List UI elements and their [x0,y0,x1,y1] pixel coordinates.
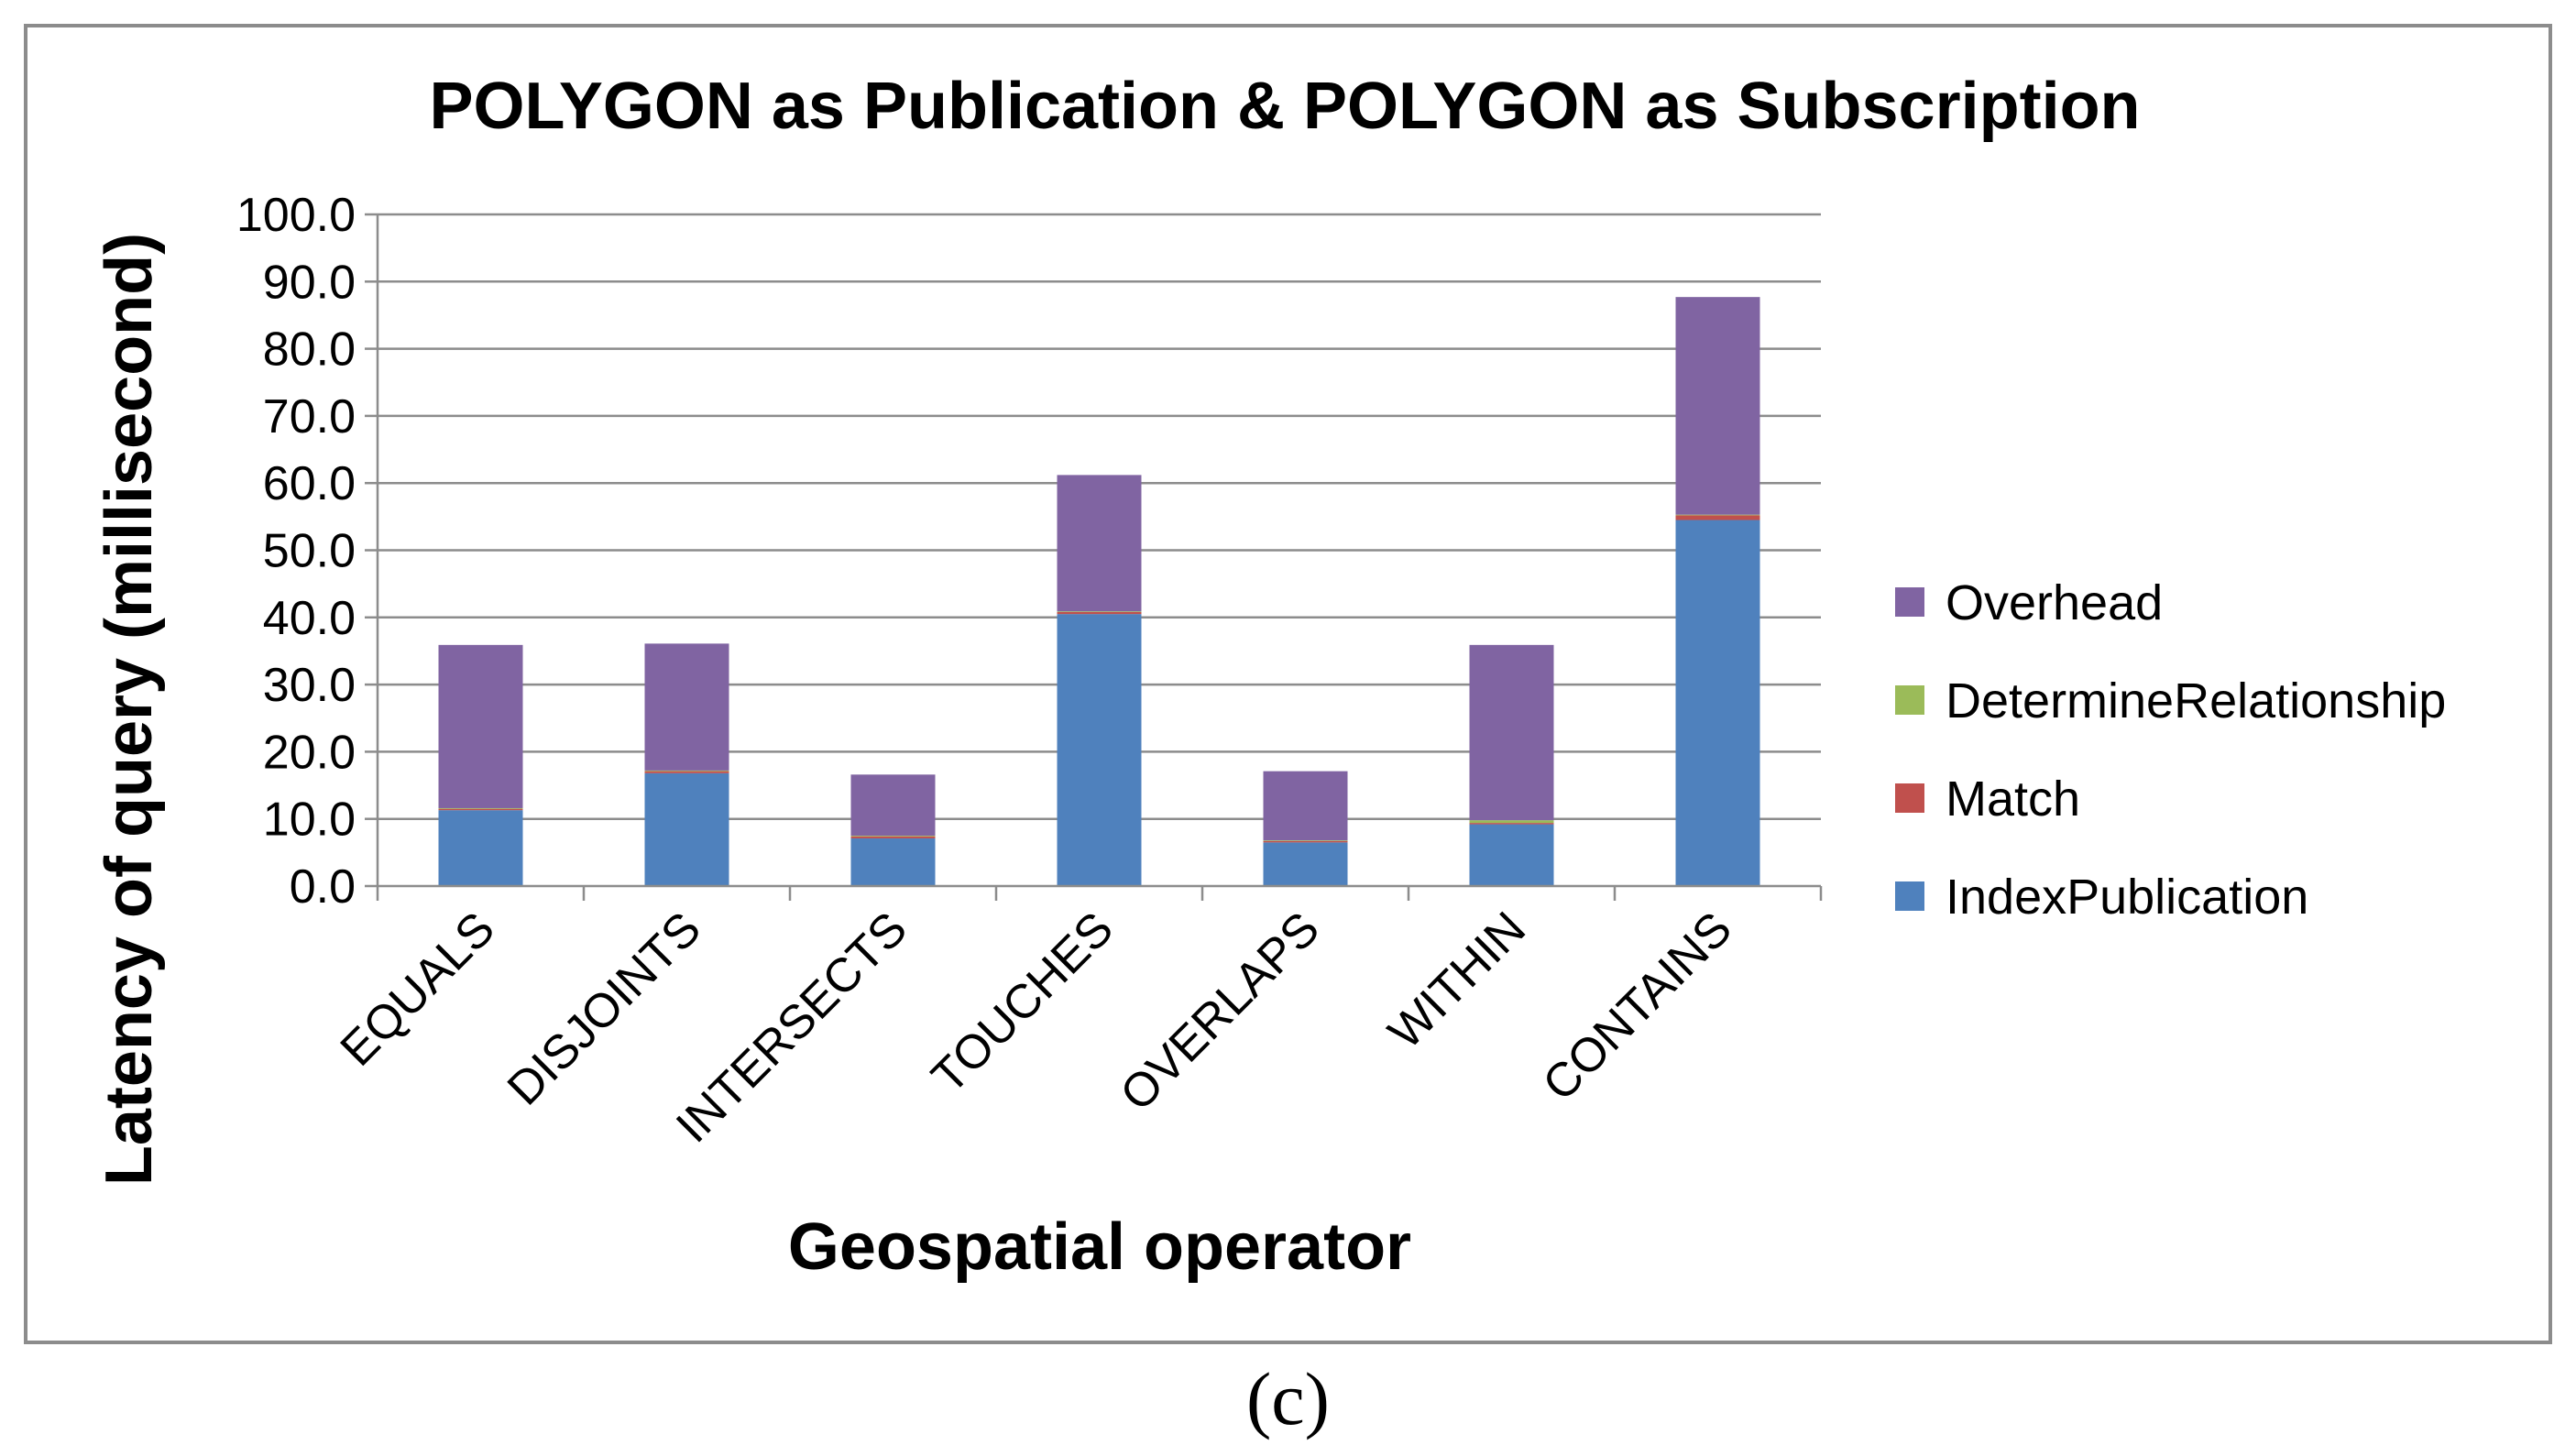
bar-indexpublication-contains [1675,520,1760,886]
axes [365,213,1823,901]
bar-indexpublication-touches [1057,614,1142,886]
bar-indexpublication-within [1469,824,1554,886]
bar-match-intersects [850,836,936,838]
y-tick-label: 50.0 [263,525,356,578]
legend-label: IndexPublication [1946,870,2308,925]
y-tick-label: 60.0 [263,457,356,510]
bar-overhead-equals [438,644,523,808]
x-axis-title: Geospatial operator [788,1210,1411,1284]
legend-label: Match [1946,772,2080,827]
bar-match-touches [1057,611,1142,615]
bar-determinerelationship-touches [1057,611,1142,612]
y-tick-label: 90.0 [263,256,356,309]
bars [438,297,1760,886]
gridlines [378,213,1821,820]
bar-indexpublication-overlaps [1263,842,1348,886]
bar-determinerelationship-overlaps [1263,840,1348,841]
legend-label: Overhead [1946,575,2163,630]
bar-indexpublication-intersects [850,837,936,886]
bar-determinerelationship-contains [1675,514,1760,516]
legend: Overhead DetermineRelationship Match IndexP… [1895,575,2446,925]
bar-indexpublication-disjoints [644,772,729,886]
bar-match-equals [438,808,523,811]
legend-label: DetermineRelationship [1946,673,2446,728]
y-tick-label: 0.0 [290,860,356,914]
bar-overhead-within [1469,644,1554,821]
y-tick-label: 30.0 [263,659,356,712]
bar-determinerelationship-equals [438,807,523,809]
bar-indexpublication-equals [438,810,523,886]
bar-overhead-contains [1675,297,1760,515]
figure-caption: (c) [1245,1357,1330,1440]
bar-overhead-intersects [850,774,936,837]
legend-swatch-match [1895,783,1924,813]
legend-swatch-indexpublication [1895,881,1924,911]
y-tick-label: 100.0 [236,189,356,242]
bar-match-contains [1675,515,1760,520]
bar-match-within [1469,823,1554,825]
legend-swatch-determinerelationship [1895,685,1924,715]
bar-determinerelationship-intersects [850,836,936,837]
bar-match-disjoints [644,771,729,773]
bar-match-overlaps [1263,840,1348,843]
y-tick-label: 80.0 [263,323,356,377]
bar-overhead-overlaps [1263,771,1348,841]
y-axis-title: Latency of query (millisecond) [93,233,166,1186]
y-tick-label: 70.0 [263,390,356,443]
y-tick-label: 20.0 [263,726,356,779]
chart-title: POLYGON as Publication & POLYGON as Subs… [429,70,2140,143]
bar-overhead-disjoints [644,643,729,771]
legend-swatch-overhead [1895,587,1924,617]
y-tick-label: 40.0 [263,592,356,645]
bar-overhead-touches [1057,475,1142,612]
bar-determinerelationship-within [1469,820,1554,824]
y-tick-label: 10.0 [263,794,356,847]
bar-determinerelationship-disjoints [644,770,729,772]
